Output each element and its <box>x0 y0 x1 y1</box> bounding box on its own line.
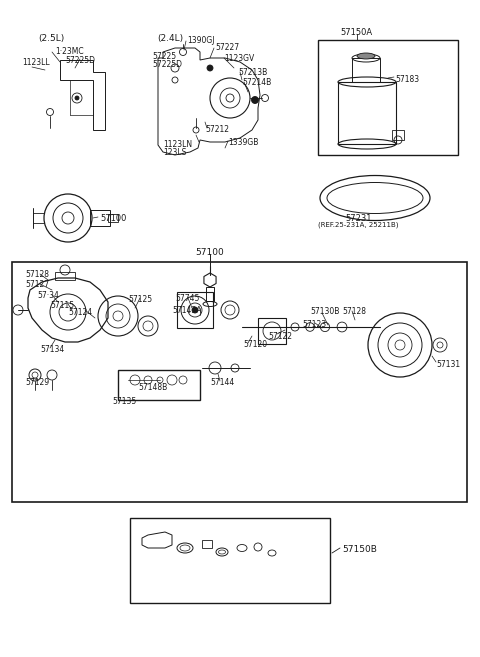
Text: 57129: 57129 <box>25 378 49 387</box>
Text: 57143A: 57143A <box>172 306 202 315</box>
Text: 57225D: 57225D <box>65 56 95 65</box>
Bar <box>108 214 118 222</box>
Text: 57212: 57212 <box>205 125 229 134</box>
Bar <box>55 272 75 280</box>
Text: 57183: 57183 <box>395 75 419 84</box>
Text: 1339GB: 1339GB <box>228 138 258 147</box>
Text: 57125: 57125 <box>128 295 152 304</box>
Text: 57213B: 57213B <box>238 68 267 77</box>
Text: 57128: 57128 <box>342 307 366 316</box>
Text: 57144: 57144 <box>210 378 234 387</box>
Bar <box>12 262 467 502</box>
Circle shape <box>192 307 198 313</box>
Bar <box>206 287 214 301</box>
Text: 57115: 57115 <box>50 301 74 310</box>
Ellipse shape <box>357 53 375 59</box>
Text: 57227: 57227 <box>215 43 239 52</box>
Bar <box>177 292 213 328</box>
Text: 57150A: 57150A <box>340 28 372 37</box>
Text: 57100: 57100 <box>196 248 224 257</box>
Text: 1123LN: 1123LN <box>163 140 192 149</box>
Circle shape <box>207 65 213 71</box>
Bar <box>118 370 200 400</box>
Text: 57134: 57134 <box>40 345 64 354</box>
Circle shape <box>75 96 79 100</box>
Text: 57127: 57127 <box>25 280 49 289</box>
Text: 1390GJ: 1390GJ <box>187 36 215 45</box>
Bar <box>338 82 396 144</box>
Text: 57225: 57225 <box>152 52 176 61</box>
Bar <box>392 130 404 140</box>
Text: 1123LL: 1123LL <box>22 58 49 67</box>
Bar <box>202 540 212 548</box>
Text: 57131: 57131 <box>436 360 460 369</box>
Text: 57128: 57128 <box>25 270 49 279</box>
Text: 57·34: 57·34 <box>37 291 59 300</box>
Bar <box>352 58 380 82</box>
Text: 57135: 57135 <box>112 397 136 406</box>
Text: (REF.25-231A, 25211B): (REF.25-231A, 25211B) <box>318 222 398 229</box>
Text: 57124: 57124 <box>68 308 92 317</box>
Bar <box>258 318 286 344</box>
Text: (2.5L): (2.5L) <box>38 34 64 43</box>
Text: 57231: 57231 <box>345 214 372 223</box>
Text: 123LS: 123LS <box>163 148 186 157</box>
Bar <box>130 518 330 603</box>
Text: 57225D: 57225D <box>152 60 182 69</box>
Text: 57745: 57745 <box>175 294 199 303</box>
Bar <box>318 40 458 155</box>
Circle shape <box>252 97 259 104</box>
Text: 57148B: 57148B <box>138 383 167 392</box>
Bar <box>90 210 110 226</box>
Text: 57100: 57100 <box>100 214 126 223</box>
Text: 57150B: 57150B <box>342 545 377 554</box>
Text: 1·23MC: 1·23MC <box>55 47 84 56</box>
Text: 57122: 57122 <box>268 332 292 341</box>
Text: (2.4L): (2.4L) <box>157 34 183 43</box>
Text: 57120: 57120 <box>243 340 267 349</box>
Text: 57123: 57123 <box>302 320 326 329</box>
Text: 57214B: 57214B <box>242 78 271 87</box>
Text: 1123GV: 1123GV <box>224 54 254 63</box>
Text: 57130B: 57130B <box>310 307 339 316</box>
